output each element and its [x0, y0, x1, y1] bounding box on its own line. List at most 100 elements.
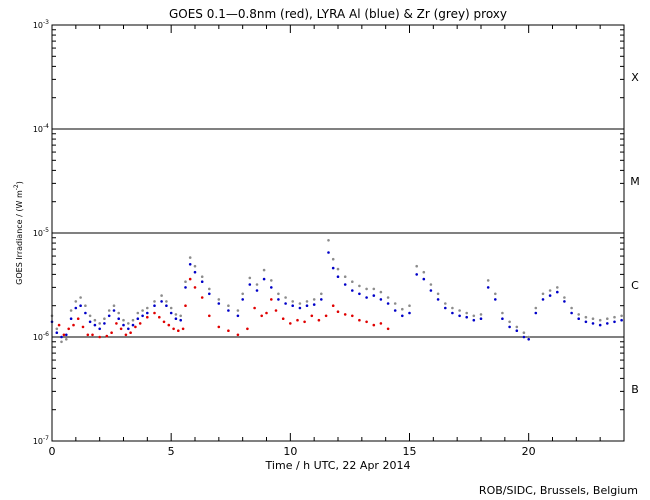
series-1-point-52 [358, 292, 361, 296]
series-1-point-25 [174, 317, 178, 321]
series-0-point-17 [146, 315, 149, 319]
series-0-point-28 [200, 296, 204, 299]
series-1-point-30 [200, 280, 204, 284]
series-1-point-62 [429, 289, 433, 292]
series-1-point-77 [534, 311, 538, 315]
series-1-point-18 [136, 317, 140, 321]
y-axis-label: GOES Irradiance / (W m-2) [13, 181, 24, 285]
series-2-point-7 [84, 304, 87, 308]
series-2-point-85 [591, 317, 595, 321]
series-1-point-38 [262, 277, 266, 281]
series-2-point-29 [193, 264, 197, 268]
series-2-point-88 [613, 315, 616, 319]
series-1-point-20 [146, 311, 149, 315]
series-1-point-57 [393, 309, 397, 312]
series-1-point-89 [620, 318, 623, 322]
series-2-point-24 [169, 306, 173, 310]
series-2-point-10 [98, 322, 101, 325]
series-1-point-80 [556, 290, 559, 294]
series-0-point-50 [358, 318, 361, 322]
series-1-point-53 [365, 296, 368, 299]
series-2-point-19 [141, 309, 144, 312]
series-2-point-32 [217, 298, 221, 301]
series-1-point-64 [444, 306, 447, 310]
flare-class-X: X [631, 71, 639, 84]
series-2-point-77 [534, 306, 538, 310]
series-0-point-54 [386, 327, 390, 331]
series-1-point-2 [60, 335, 63, 339]
series-0-point-37 [270, 298, 273, 301]
series-1-point-75 [522, 335, 526, 339]
series-2-point-23 [165, 300, 168, 303]
series-0-point-41 [296, 318, 299, 322]
series-0-point-39 [281, 317, 285, 321]
data-series [50, 239, 623, 344]
series-2-point-57 [393, 302, 397, 305]
series-1-point-37 [255, 289, 259, 292]
series-2-point-72 [501, 311, 504, 315]
series-2-point-54 [372, 287, 376, 291]
series-2-point-33 [227, 304, 230, 308]
y-axis: 10-7 10-6 10-5 10-4 10-3 [33, 19, 624, 446]
series-2-point-78 [541, 292, 545, 296]
series-2-point-71 [494, 292, 497, 296]
series-1-point-23 [165, 304, 168, 308]
series-1-point-27 [184, 286, 187, 289]
series-0-point-10 [110, 331, 113, 335]
series-2-point-14 [117, 311, 120, 315]
series-1-point-36 [248, 283, 252, 286]
series-0-point-24 [181, 327, 185, 331]
series-2-point-17 [131, 318, 135, 322]
series-0-point-48 [343, 313, 347, 316]
y-tick-label-0: 10-7 [33, 435, 49, 446]
series-1-point-17 [131, 323, 135, 327]
series-0-point-3 [72, 323, 75, 327]
x-tick-label-1: 5 [168, 445, 175, 458]
series-2-point-39 [270, 279, 273, 282]
series-1-point-16 [127, 327, 130, 331]
series-1-point-47 [327, 251, 330, 254]
series-1-point-7 [84, 311, 87, 315]
series-2-point-41 [284, 296, 287, 299]
series-0-point-2 [67, 327, 70, 331]
series-2-point-27 [184, 280, 187, 284]
series-1-point-35 [241, 298, 244, 301]
series-2-point-80 [556, 286, 559, 289]
series-1-point-61 [422, 277, 426, 281]
series-0-point-40 [289, 322, 292, 325]
series-2-point-62 [429, 283, 433, 286]
series-0-point-4 [76, 317, 80, 321]
series-1-point-70 [486, 286, 490, 289]
series-1-point-5 [74, 306, 78, 310]
series-0-point-20 [162, 320, 166, 324]
x-axis-label: Time / h UTC, 22 Apr 2014 [265, 459, 411, 472]
series-1-point-49 [336, 275, 340, 279]
series-2-point-15 [122, 318, 125, 322]
series-0-point-16 [138, 322, 142, 325]
series-1-point-3 [65, 333, 68, 337]
series-2-point-66 [458, 309, 461, 312]
series-1-point-11 [103, 322, 106, 325]
series-1 [50, 251, 623, 341]
series-0-point-44 [317, 318, 321, 322]
series-2-point-38 [262, 268, 266, 272]
series-1-point-43 [298, 306, 302, 310]
series-0-point-5 [81, 325, 85, 329]
series-2-point-8 [88, 314, 92, 318]
series-1-point-74 [515, 329, 519, 333]
series-0-point-18 [153, 311, 156, 315]
series-0-point-53 [379, 322, 383, 325]
series-2-point-3 [65, 338, 68, 341]
series-2-point-1 [55, 327, 59, 331]
series-2-point-84 [584, 315, 588, 319]
series-0-point-36 [265, 311, 268, 315]
series-2-point-75 [522, 331, 526, 335]
series-1-point-15 [122, 323, 125, 327]
series-2-point-64 [444, 302, 447, 305]
y-tick-label-1: 10-6 [33, 331, 49, 342]
series-2-point-56 [386, 296, 390, 299]
series-0-point-26 [188, 277, 192, 281]
series-2-point-18 [136, 311, 140, 315]
series-1-point-21 [153, 304, 156, 308]
y-axis-label-group: GOES Irradiance / (W m-2) [13, 181, 24, 285]
